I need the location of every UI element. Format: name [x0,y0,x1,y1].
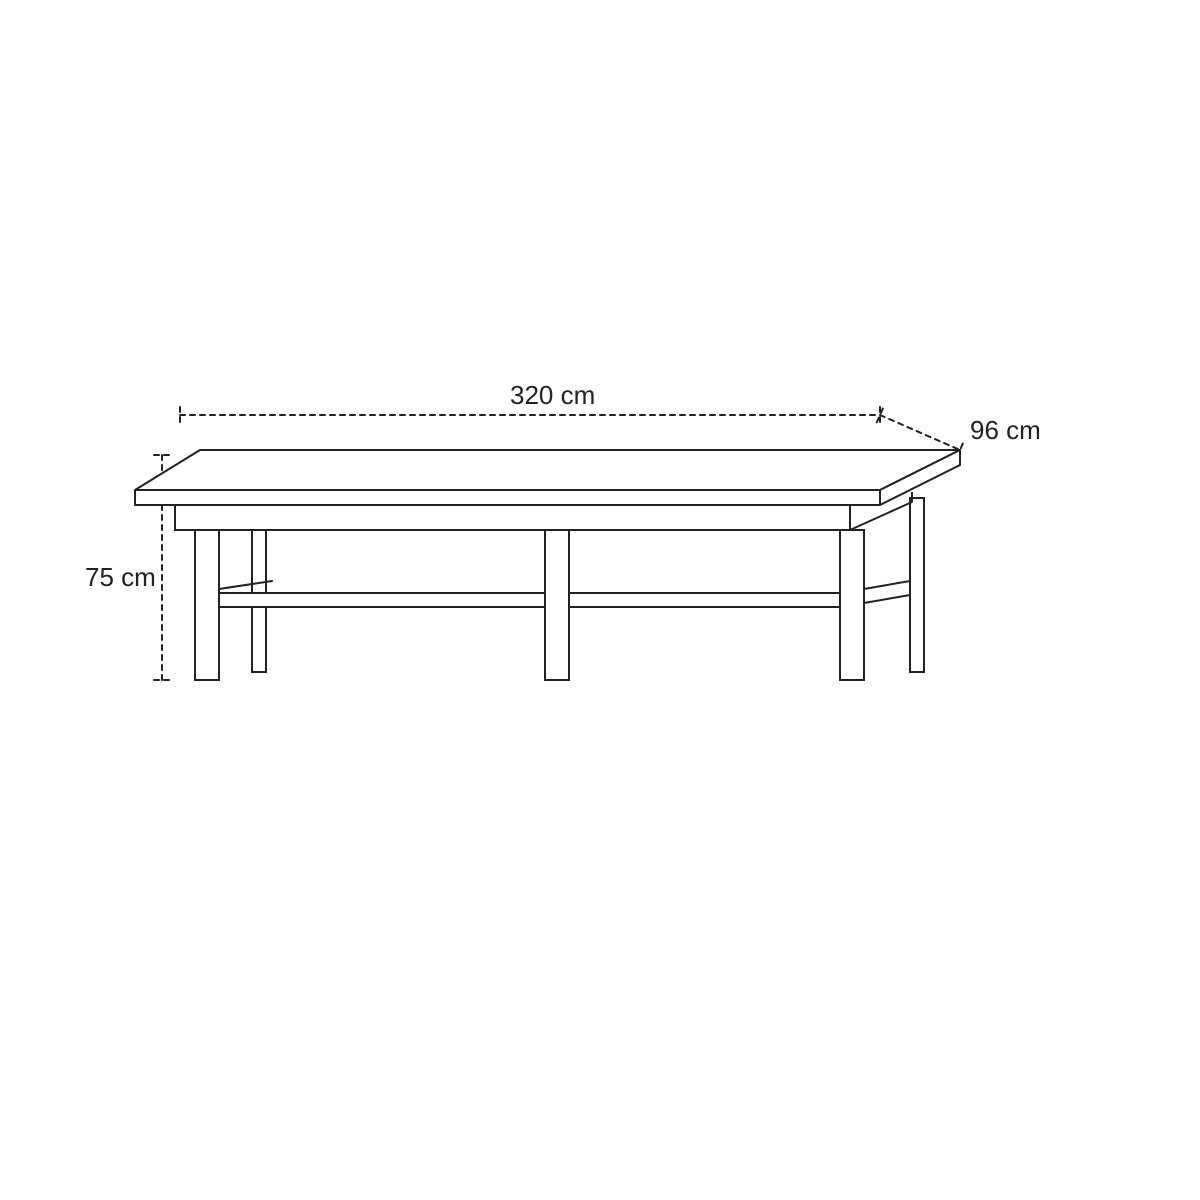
table-drawing [0,0,1200,1200]
dim-label-height: 75 cm [85,562,156,593]
dim-label-width: 320 cm [510,380,595,411]
diagram-canvas: 320 cm 96 cm 75 cm [0,0,1200,1200]
dim-label-depth: 96 cm [970,415,1041,446]
